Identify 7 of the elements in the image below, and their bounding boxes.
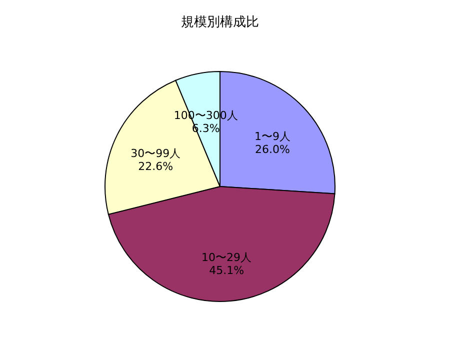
data-label: 22.6% [138,160,174,174]
slice-label: 1〜9人 [254,130,290,144]
data-label: 26.0% [255,143,290,156]
chart-title: 規模別構成比 [181,15,259,30]
data-label: 45.1% [209,264,244,278]
slice-label: 10〜29人 [202,251,252,264]
slice-label: 30〜99人 [130,147,181,160]
